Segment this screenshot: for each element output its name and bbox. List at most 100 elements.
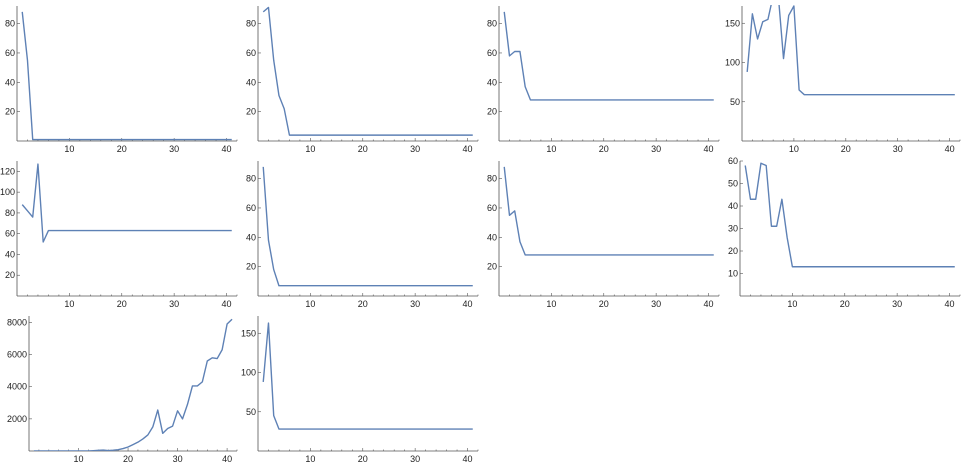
x-tick-label: 30 <box>410 144 420 154</box>
y-tick-label: 20 <box>728 246 738 256</box>
chart-panel-3: 10 20 30 40 20 40 60 80 <box>482 0 723 154</box>
x-tick-label: 40 <box>222 299 232 309</box>
chart-7-svg: 10 20 30 40 20 40 60 80 <box>487 161 720 309</box>
y-tick-label: 80 <box>5 208 15 218</box>
y-tick-label: 100 <box>241 368 256 378</box>
x-tick-label: 40 <box>945 299 955 309</box>
x-tick-label: 10 <box>74 454 84 464</box>
y-tick-label: 40 <box>246 232 256 242</box>
y-tick-label: 60 <box>728 156 738 166</box>
series-line <box>746 5 955 96</box>
x-tick-label: 20 <box>599 299 609 309</box>
chart-6-svg: 10 20 30 40 20 40 60 80 <box>246 161 479 309</box>
y-tick-label: 50 <box>730 97 740 107</box>
x-tick-label: 20 <box>841 144 851 154</box>
x-tick-label: 30 <box>410 454 420 464</box>
y-tick-label: 60 <box>5 229 15 239</box>
chart-panel-7: 10 20 30 40 20 40 60 80 <box>482 155 723 309</box>
series-line <box>262 166 473 287</box>
x-tick-label: 20 <box>840 299 850 309</box>
chart-8-svg: 10 20 30 40 10 20 30 40 50 60 <box>728 156 961 309</box>
chart-5-svg: 10 20 30 40 20 40 60 80 100 120 <box>0 161 238 309</box>
chart-3-svg: 10 20 30 40 20 40 60 80 <box>487 6 720 154</box>
x-tick-label: 10 <box>546 299 556 309</box>
x-tick-label: 40 <box>704 299 714 309</box>
x-tick-label: 20 <box>599 144 609 154</box>
chart-panel-6: 10 20 30 40 20 40 60 80 <box>241 155 482 309</box>
y-tick-label: 20 <box>487 107 497 117</box>
chart-10-svg: 10 20 30 40 50 100 150 <box>241 316 479 464</box>
x-tick-label: 30 <box>893 144 903 154</box>
y-tick-label: 40 <box>5 249 15 259</box>
y-tick-label: 80 <box>246 19 256 29</box>
x-tick-label: 10 <box>787 299 797 309</box>
chart-panel-5: 10 20 30 40 20 40 60 80 100 120 <box>0 155 241 309</box>
x-tick-label: 10 <box>546 144 556 154</box>
y-tick-label: 10 <box>728 269 738 279</box>
x-tick-label: 10 <box>305 299 315 309</box>
x-tick-label: 20 <box>358 299 368 309</box>
chart-panel-1: 10 20 30 40 20 40 60 80 <box>0 0 241 154</box>
x-tick-label: 30 <box>169 144 179 154</box>
y-tick-label: 80 <box>5 19 15 29</box>
y-tick-label: 150 <box>725 18 740 28</box>
x-tick-label: 10 <box>789 144 799 154</box>
y-tick-label: 4000 <box>7 382 27 392</box>
y-tick-label: 80 <box>487 174 497 184</box>
x-tick-label: 40 <box>222 144 232 154</box>
chart-panel-10: 10 20 30 40 50 100 150 <box>241 310 482 464</box>
x-tick-label: 20 <box>358 144 368 154</box>
y-tick-label: 40 <box>5 77 15 87</box>
series-line <box>262 6 473 136</box>
chart-1-svg: 10 20 30 40 20 40 60 80 <box>5 6 238 154</box>
y-tick-label: 40 <box>487 232 497 242</box>
x-tick-label: 30 <box>892 299 902 309</box>
series-line <box>21 11 232 141</box>
y-tick-label: 40 <box>246 77 256 87</box>
x-tick-label: 30 <box>169 299 179 309</box>
chart-panel-8: 10 20 30 40 10 20 30 40 50 60 <box>723 155 964 309</box>
chart-panel-9: 10 20 30 40 2000 4000 6000 8000 <box>0 310 241 464</box>
y-tick-label: 20 <box>487 262 497 272</box>
x-tick-label: 40 <box>704 144 714 154</box>
x-tick-label: 10 <box>305 454 315 464</box>
x-tick-label: 40 <box>463 144 473 154</box>
x-tick-label: 20 <box>358 454 368 464</box>
y-tick-label: 40 <box>487 77 497 87</box>
y-tick-label: 2000 <box>7 414 27 424</box>
series-line <box>262 322 473 430</box>
x-tick-label: 20 <box>117 299 127 309</box>
chart-9-svg: 10 20 30 40 2000 4000 6000 8000 <box>7 316 238 464</box>
x-tick-label: 20 <box>117 144 127 154</box>
y-tick-label: 50 <box>728 179 738 189</box>
series-line <box>33 318 233 451</box>
y-tick-label: 60 <box>487 48 497 58</box>
y-tick-label: 40 <box>728 201 738 211</box>
series-line <box>21 163 232 243</box>
x-tick-label: 40 <box>463 299 473 309</box>
x-tick-label: 30 <box>410 299 420 309</box>
chart-4-svg: 10 20 30 40 50 100 150 <box>725 5 961 154</box>
x-tick-label: 10 <box>64 299 74 309</box>
y-tick-label: 20 <box>5 270 15 280</box>
y-tick-label: 60 <box>5 48 15 58</box>
x-tick-label: 30 <box>651 299 661 309</box>
series-line <box>744 162 955 268</box>
x-tick-label: 30 <box>173 454 183 464</box>
y-tick-label: 80 <box>246 174 256 184</box>
chart-panel-2: 10 20 30 40 20 40 60 80 <box>241 0 482 154</box>
x-tick-label: 10 <box>64 144 74 154</box>
x-tick-label: 10 <box>305 144 315 154</box>
y-tick-label: 8000 <box>7 317 27 327</box>
y-tick-label: 100 <box>725 58 740 68</box>
x-tick-label: 30 <box>651 144 661 154</box>
y-tick-label: 60 <box>246 48 256 58</box>
x-tick-label: 40 <box>222 454 232 464</box>
y-tick-label: 6000 <box>7 350 27 360</box>
chart-panel-4: 10 20 30 40 50 100 150 <box>723 0 964 154</box>
y-tick-label: 60 <box>487 203 497 213</box>
y-tick-label: 20 <box>246 107 256 117</box>
x-tick-label: 20 <box>123 454 133 464</box>
series-line <box>503 166 714 256</box>
